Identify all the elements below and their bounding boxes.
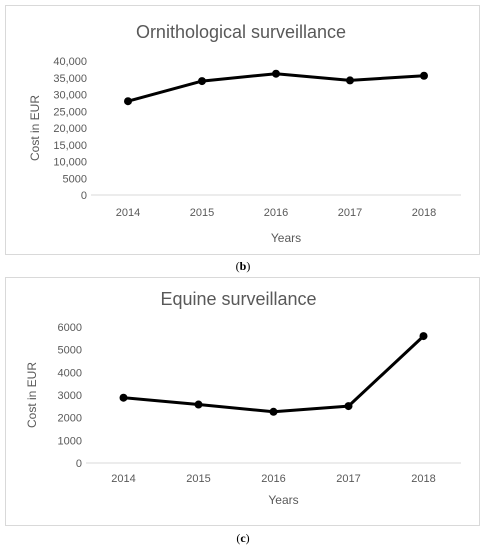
data-point bbox=[119, 393, 128, 402]
y-tick-label: 1000 bbox=[58, 435, 82, 447]
x-axis-title: Years bbox=[271, 231, 301, 245]
chart-title: Equine surveillance bbox=[160, 289, 316, 309]
x-tick-label: 2017 bbox=[336, 473, 360, 485]
y-tick-label: 20,000 bbox=[53, 123, 87, 135]
chart-title: Ornithological surveillance bbox=[136, 22, 346, 42]
x-axis-title: Years bbox=[268, 493, 298, 507]
y-tick-label: 15,000 bbox=[53, 140, 87, 152]
x-tick-label: 2014 bbox=[116, 207, 140, 219]
y-tick-label: 0 bbox=[81, 190, 87, 202]
chart-panel-ornithological: Ornithological surveillance 0 5000 10,000 15… bbox=[5, 5, 480, 255]
x-tick-label: 2018 bbox=[411, 473, 435, 485]
y-tick-label: 0 bbox=[76, 458, 82, 470]
series-line bbox=[127, 72, 425, 103]
y-tick-label: 10,000 bbox=[53, 157, 87, 169]
data-point bbox=[419, 332, 428, 341]
figure-caption-b: (b) bbox=[235, 259, 251, 273]
y-tick-label: 3000 bbox=[58, 390, 82, 402]
y-tick-label: 35,000 bbox=[53, 73, 87, 85]
x-tick-label: 2016 bbox=[264, 207, 288, 219]
figure-caption-c: (c) bbox=[236, 531, 250, 545]
series-line bbox=[123, 335, 425, 414]
y-tick-label: 2000 bbox=[58, 413, 82, 425]
x-tick-label: 2018 bbox=[412, 207, 436, 219]
x-tick-label: 2016 bbox=[261, 473, 285, 485]
data-point bbox=[198, 77, 206, 86]
y-tick-label: 40,000 bbox=[53, 56, 87, 68]
chart-panel-equine: Equine surveillance 0 1000 2000 3000 4000 5000… bbox=[5, 277, 480, 526]
data-point bbox=[124, 97, 132, 106]
y-tick-label: 5000 bbox=[58, 345, 82, 357]
y-tick-label: 4000 bbox=[58, 367, 82, 379]
data-point bbox=[344, 402, 353, 411]
x-tick-label: 2014 bbox=[111, 473, 135, 485]
caption-c-text: c bbox=[240, 531, 246, 545]
y-tick-label: 30,000 bbox=[53, 90, 87, 102]
data-point bbox=[420, 71, 428, 80]
caption-b-text: b bbox=[239, 259, 247, 273]
y-axis-title: Cost in EUR bbox=[28, 95, 42, 161]
y-tick-label: 25,000 bbox=[53, 106, 87, 118]
y-tick-label: 5000 bbox=[63, 173, 87, 185]
data-point bbox=[346, 76, 354, 85]
y-axis-title: Cost in EUR bbox=[25, 362, 39, 428]
data-point bbox=[269, 407, 278, 416]
x-tick-label: 2017 bbox=[338, 207, 362, 219]
y-tick-label: 6000 bbox=[58, 322, 82, 334]
data-point bbox=[194, 400, 203, 409]
chart-ornithological-surveillance: Ornithological surveillance 0 5000 10,000 15… bbox=[28, 22, 461, 245]
data-point bbox=[272, 69, 280, 78]
x-tick-label: 2015 bbox=[190, 207, 214, 219]
x-tick-label: 2015 bbox=[186, 473, 210, 485]
chart-equine-surveillance: Equine surveillance 0 1000 2000 3000 4000 5000… bbox=[25, 289, 461, 507]
